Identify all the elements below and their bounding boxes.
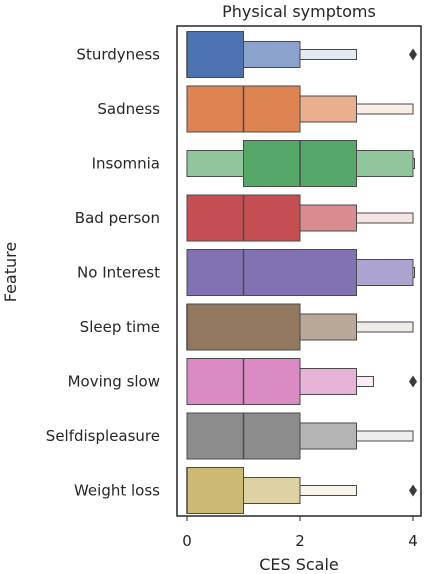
category-label: Bad person bbox=[75, 209, 160, 227]
category-label: Selfdispleasure bbox=[46, 427, 160, 445]
category-label: No Interest bbox=[77, 264, 160, 282]
chart-title: Physical symptoms bbox=[222, 2, 376, 21]
x-tick-label: 2 bbox=[295, 532, 305, 550]
box-tail-outer-moving-slow bbox=[356, 376, 374, 387]
box-lower-insomnia bbox=[186, 150, 244, 177]
x-tick-label: 0 bbox=[182, 532, 192, 550]
box-tail-sturdyness bbox=[243, 41, 301, 68]
y-axis-label: Feature bbox=[1, 242, 20, 302]
box-tail-outer-bad-person bbox=[356, 212, 414, 224]
box-tail-insomnia bbox=[356, 150, 414, 177]
box-tail-outer-weight-loss bbox=[299, 485, 357, 496]
box-tail-outer-sleep-time bbox=[356, 321, 414, 333]
box-tail-selfdispleasure bbox=[299, 422, 357, 450]
category-label: Insomnia bbox=[92, 155, 160, 173]
outlier-point-moving-slow bbox=[409, 375, 417, 388]
box-main-sleep-time bbox=[186, 303, 301, 351]
box-main-sturdyness bbox=[186, 31, 244, 78]
x-tick-label: 4 bbox=[408, 532, 418, 550]
category-label: Weight loss bbox=[74, 482, 160, 500]
x-axis-label: CES Scale bbox=[259, 555, 339, 574]
category-label: Sleep time bbox=[80, 318, 160, 336]
outlier-point-sturdyness bbox=[409, 48, 417, 61]
box-main-no-interest bbox=[186, 249, 357, 296]
plot-frame bbox=[176, 25, 422, 517]
box-tail-sleep-time bbox=[299, 313, 357, 341]
box-tail-moving-slow bbox=[299, 368, 357, 395]
category-label: Sadness bbox=[97, 100, 160, 118]
outlier-point-weight-loss bbox=[409, 484, 417, 497]
box-tail-outer-selfdispleasure bbox=[356, 430, 414, 442]
box-tail-sadness bbox=[299, 95, 357, 123]
box-tail-outer-sturdyness bbox=[299, 49, 357, 60]
category-label: Sturdyness bbox=[76, 46, 160, 64]
box-tail-outer-sadness bbox=[356, 103, 414, 115]
box-tail-bad-person bbox=[299, 204, 357, 232]
box-main-weight-loss bbox=[186, 467, 244, 514]
box-tail-weight-loss bbox=[243, 477, 301, 504]
box-tail-no-interest bbox=[356, 259, 414, 286]
category-label: Moving slow bbox=[68, 373, 160, 391]
plot-area bbox=[186, 31, 417, 514]
